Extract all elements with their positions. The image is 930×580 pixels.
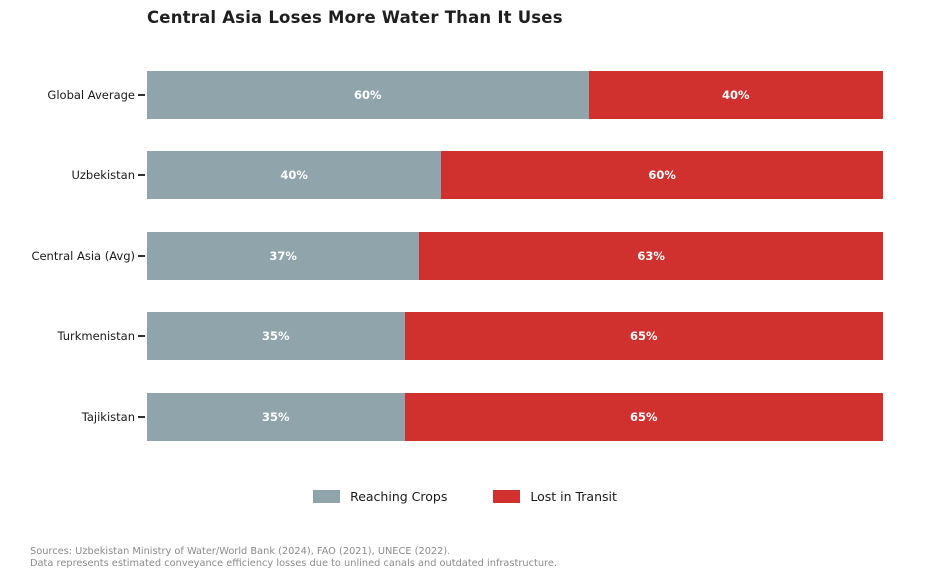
legend-item-lost-in-transit: Lost in Transit — [493, 489, 617, 504]
bar-segment-lost-in-transit: 65% — [404, 312, 883, 360]
bar-value-label: 60% — [354, 88, 382, 102]
bar-value-label: 65% — [630, 410, 658, 424]
bar-value-label: 37% — [269, 249, 297, 263]
bar-value-label: 40% — [280, 168, 308, 182]
category-label: Global Average — [47, 88, 135, 102]
axis-tick — [138, 94, 145, 96]
category-label: Turkmenistan — [57, 329, 135, 343]
bar-value-label: 60% — [648, 168, 676, 182]
stacked-bar: 60% 40% — [147, 71, 883, 119]
bar-value-label: 35% — [262, 410, 290, 424]
stacked-bar: 37% 63% — [147, 232, 883, 280]
bar-segment-lost-in-transit: 65% — [404, 393, 883, 441]
axis-tick — [138, 416, 145, 418]
stacked-bar: 35% 65% — [147, 393, 883, 441]
legend-item-reaching-crops: Reaching Crops — [313, 489, 447, 504]
stacked-bar: 35% 65% — [147, 312, 883, 360]
chart-title: Central Asia Loses More Water Than It Us… — [147, 8, 563, 27]
legend: Reaching Crops Lost in Transit — [0, 489, 930, 504]
bar-row-tajikistan: Tajikistan 35% 65% — [0, 393, 883, 441]
source-line-2: Data represents estimated conveyance eff… — [30, 558, 558, 570]
category-label: Uzbekistan — [71, 168, 135, 182]
legend-swatch-reaching-crops — [313, 490, 341, 503]
bar-row-global-average: Global Average 60% 40% — [0, 71, 883, 119]
bar-row-central-asia-avg: Central Asia (Avg) 37% 63% — [0, 232, 883, 280]
axis-tick — [138, 174, 145, 176]
bar-segment-lost-in-transit: 63% — [419, 232, 883, 280]
category-label: Tajikistan — [81, 410, 135, 424]
bar-segment-reaching-crops: 60% — [147, 71, 589, 119]
bar-segment-lost-in-transit: 40% — [588, 71, 883, 119]
bar-value-label: 35% — [262, 329, 290, 343]
stacked-bar: 40% 60% — [147, 151, 883, 199]
category-label: Central Asia (Avg) — [31, 249, 135, 263]
bar-row-turkmenistan: Turkmenistan 35% 65% — [0, 312, 883, 360]
bar-value-label: 40% — [722, 88, 750, 102]
axis-tick — [138, 335, 145, 337]
source-note: Sources: Uzbekistan Ministry of Water/Wo… — [30, 546, 557, 571]
source-line-1: Sources: Uzbekistan Ministry of Water/Wo… — [30, 546, 451, 557]
bar-segment-reaching-crops: 37% — [147, 232, 420, 280]
bar-value-label: 63% — [637, 249, 665, 263]
legend-swatch-lost-in-transit — [493, 490, 521, 503]
bar-segment-reaching-crops: 40% — [147, 151, 442, 199]
bar-segment-reaching-crops: 35% — [147, 312, 405, 360]
bar-row-uzbekistan: Uzbekistan 40% 60% — [0, 151, 883, 199]
legend-label: Reaching Crops — [350, 489, 448, 504]
legend-label: Lost in Transit — [530, 489, 617, 504]
axis-tick — [138, 255, 145, 257]
bar-value-label: 65% — [630, 329, 658, 343]
bar-segment-lost-in-transit: 60% — [441, 151, 883, 199]
bar-segment-reaching-crops: 35% — [147, 393, 405, 441]
